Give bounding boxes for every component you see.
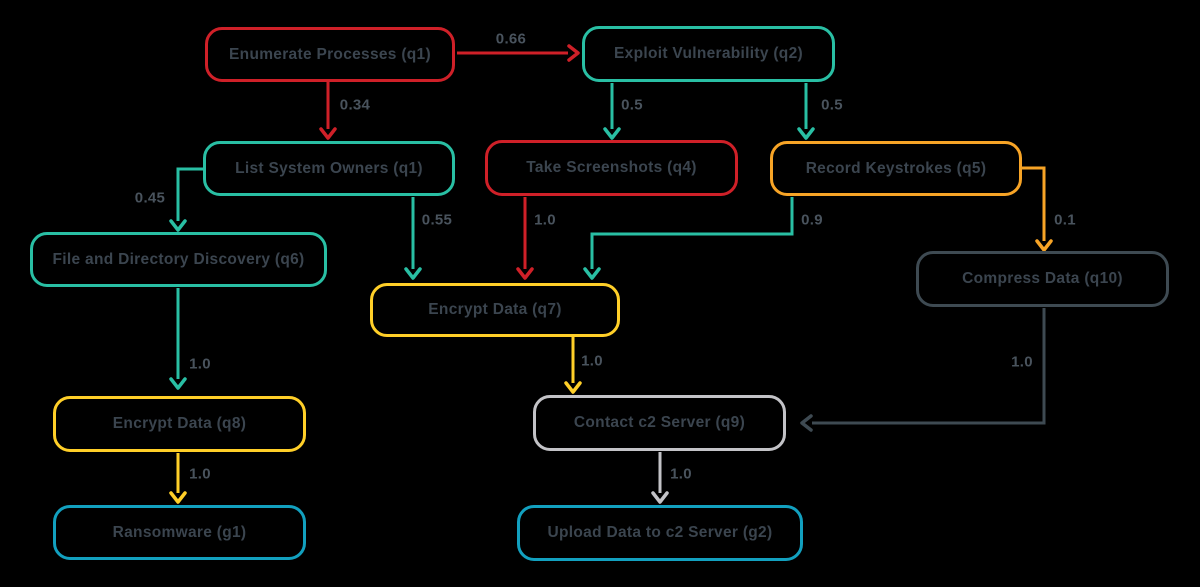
- node-label: File and Directory Discovery (q6): [52, 250, 305, 268]
- node-record-keystrokes: Record Keystrokes (q5): [770, 141, 1022, 196]
- edge-label-q5-q10: 0.1: [1054, 211, 1076, 229]
- node-take-screenshots: Take Screenshots (q4): [485, 140, 738, 196]
- edge-label-q3-q6: 0.45: [134, 189, 166, 207]
- edge-label-q3-q7: 0.55: [421, 211, 453, 229]
- node-encrypt-data-q8: Encrypt Data (q8): [53, 396, 306, 452]
- edge-label-q4-q7: 1.0: [534, 211, 556, 229]
- edge-q10-to-q9: [812, 308, 1046, 425]
- arrowhead-q2-to-q5: [797, 127, 815, 140]
- node-enumerate-processes: Enumerate Processes (q1): [205, 27, 455, 82]
- node-label: Record Keystrokes (q5): [805, 159, 987, 177]
- arrowhead-q2-to-q4: [603, 127, 621, 140]
- edge-q5-to-q10: [1022, 166, 1046, 241]
- edge-label-q8-g1: 1.0: [189, 465, 211, 483]
- edge-label-q5-q7: 0.9: [801, 211, 823, 229]
- arrowhead-q5-to-q10: [1035, 239, 1053, 252]
- edge-label-q1-q2: 0.66: [495, 30, 527, 48]
- edge-label-q2-q5: 0.5: [821, 96, 843, 114]
- node-ransomware: Ransomware (g1): [53, 505, 306, 560]
- arrowhead-q7-to-q9: [564, 381, 582, 394]
- node-contact-c2-server: Contact c2 Server (q9): [533, 395, 786, 451]
- node-label: Compress Data (q10): [962, 270, 1123, 287]
- arrowhead-q6-to-q8: [169, 377, 187, 390]
- edge-label-q1-q3: 0.34: [339, 96, 371, 114]
- edge-label-q2-q4: 0.5: [621, 96, 643, 114]
- node-encrypt-data-q7: Encrypt Data (q7): [370, 283, 620, 337]
- node-file-directory-discovery: File and Directory Discovery (q6): [30, 232, 327, 287]
- edge-label-q10-q9: 1.0: [1011, 353, 1033, 371]
- arrowhead-q8-to-g1: [169, 491, 187, 504]
- arrowhead-q4-to-q7: [516, 267, 534, 280]
- arrowhead-q9-to-g2: [651, 491, 669, 504]
- node-upload-data-c2-server: Upload Data to c2 Server (g2): [517, 505, 803, 561]
- arrowhead-q10-to-q9: [800, 414, 813, 432]
- arrowhead-q3-to-q7: [404, 267, 422, 280]
- node-exploit-vulnerability: Exploit Vulnerability (q2): [582, 26, 835, 82]
- node-label: Take Screenshots (q4): [526, 159, 697, 176]
- arrowhead-q5-to-q7: [583, 267, 601, 280]
- arrowhead-q1-to-q2: [567, 44, 580, 62]
- edge-q5-to-q7: [590, 197, 794, 269]
- node-list-system-owners: List System Owners (q1): [203, 141, 455, 196]
- edge-label-q6-q8: 1.0: [189, 355, 211, 373]
- edge-label-q7-q9: 1.0: [581, 352, 603, 370]
- node-label: Exploit Vulnerability (q2): [614, 45, 803, 62]
- node-label: Enumerate Processes (q1): [229, 45, 431, 63]
- arrowhead-q3-to-q6: [169, 219, 187, 232]
- node-label: Encrypt Data (q7): [428, 301, 562, 318]
- node-label: Upload Data to c2 Server (g2): [547, 524, 773, 541]
- node-label: List System Owners (q1): [235, 159, 423, 177]
- node-label: Contact c2 Server (q9): [573, 414, 746, 431]
- edge-label-q9-g2: 1.0: [670, 465, 692, 483]
- node-compress-data: Compress Data (q10): [916, 251, 1169, 307]
- edge-q3-to-q6: [176, 167, 203, 221]
- node-label: Ransomware (g1): [112, 523, 247, 541]
- node-label: Encrypt Data (q8): [112, 415, 247, 432]
- arrowhead-q1-to-q3: [319, 127, 337, 140]
